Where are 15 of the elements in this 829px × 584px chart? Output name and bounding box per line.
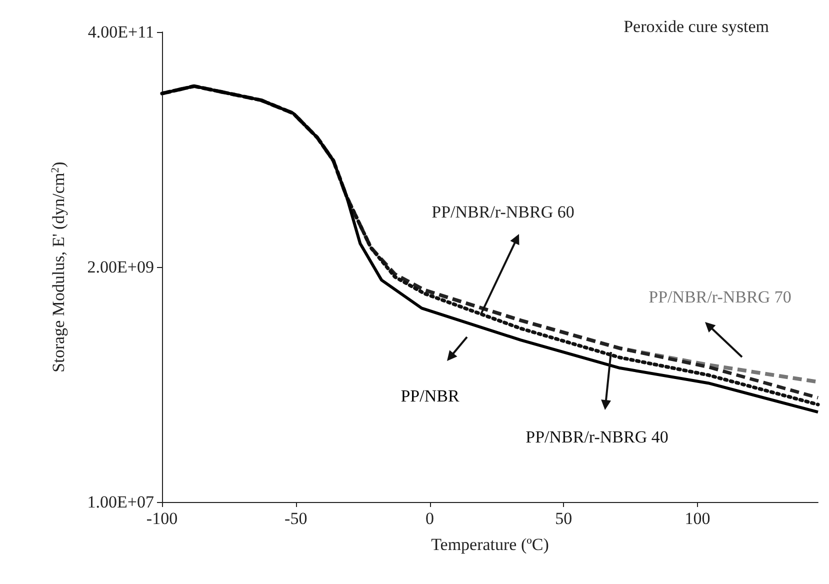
- text: PP/NBR/r-NBRG 40: [526, 428, 668, 446]
- y-tick-label: 1.00E+07: [87, 492, 154, 512]
- x-tick-label: 50: [555, 509, 572, 528]
- x-tick-label: -100: [146, 509, 178, 528]
- x-axis-title: Temperature (ºC): [431, 535, 549, 554]
- text: PP/NBR: [400, 386, 460, 406]
- annotation: Peroxide cure system: [624, 17, 769, 36]
- x-tick-label: -50: [284, 509, 308, 528]
- text: PP/NBR/r-NBRG 60: [432, 202, 574, 222]
- y-tick-label: 4.00E+11: [88, 22, 154, 42]
- text: PP/NBR/r-NBRG 70: [648, 288, 792, 306]
- y-axis-title: Storage Modulus, E' (dyn/cm2): [49, 162, 68, 372]
- x-tick-label: 0: [426, 509, 434, 528]
- x-tick-label: 100: [684, 509, 710, 528]
- y-tick-label: 2.00E+09: [87, 258, 154, 276]
